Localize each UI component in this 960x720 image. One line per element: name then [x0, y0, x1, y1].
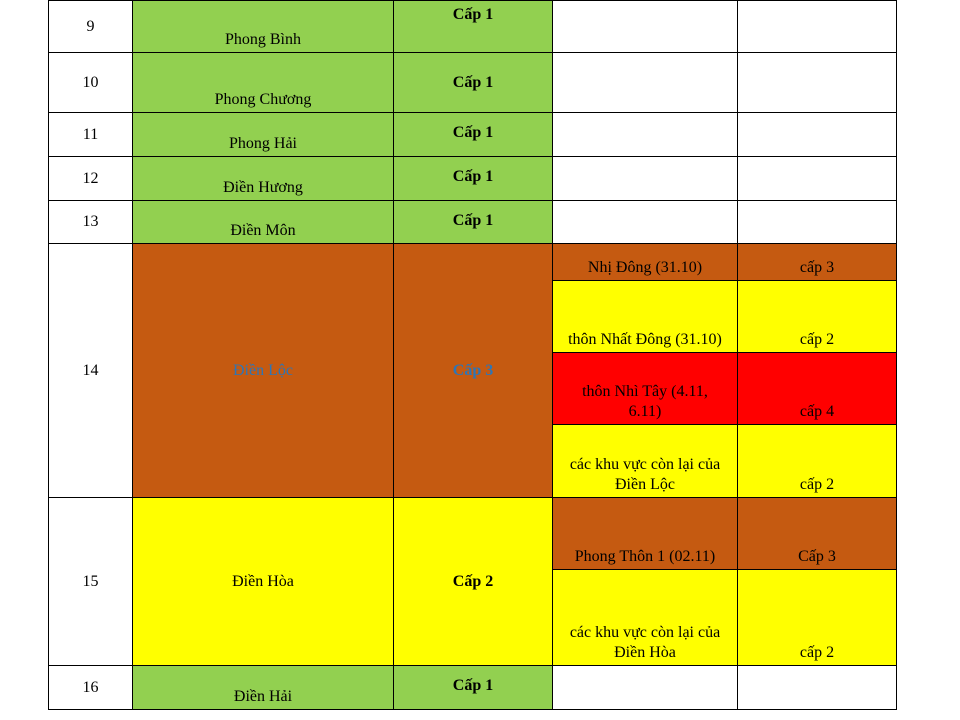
table-row: 16 Điền Hải Cấp 1: [48, 665, 897, 710]
commune-name: Điền Lộc: [132, 243, 394, 498]
table-row: thôn Nhất Đông (31.10) cấp 2: [49, 280, 897, 353]
table-row: các khu vực còn lại của Điền Lộc cấp 2: [49, 424, 897, 498]
commune-level: Cấp 1: [393, 200, 553, 244]
commune-name: Điền Hải: [132, 665, 394, 710]
commune-name: Điền Hòa: [132, 497, 394, 666]
area-level: cấp 4: [737, 352, 897, 425]
row-number: 13: [48, 200, 133, 244]
area-name: thôn Nhì Tây (4.11, 6.11): [552, 352, 738, 425]
area-name: các khu vực còn lại của Điền Hòa: [552, 569, 738, 666]
area-cell-empty: [552, 112, 738, 157]
area-level-cell-empty: [737, 665, 897, 710]
table-row: 10 Phong Chương Cấp 1: [48, 52, 897, 113]
commune-level: Cấp 2: [393, 497, 553, 666]
row-number: 16: [48, 665, 133, 710]
area-name: Nhị Đông (31.10): [552, 243, 738, 281]
table-row: 12 Điền Hương Cấp 1: [48, 156, 897, 201]
row-number: 9: [48, 0, 133, 53]
table-row: 15 Điền Hòa Cấp 2 Phong Thôn 1 (02.11) C…: [48, 497, 897, 666]
table-row: 14 Điền Lộc Cấp 3 Nhị Đông (31.10) cấp 3: [48, 243, 897, 498]
table-row: 13 Điền Môn Cấp 1: [48, 200, 897, 244]
row-number: 14: [48, 243, 133, 498]
area-name: Phong Thôn 1 (02.11): [552, 497, 738, 570]
commune-name: Phong Bình: [132, 0, 394, 53]
commune-level: Cấp 1: [393, 156, 553, 201]
table-row: thôn Nhì Tây (4.11, 6.11) cấp 4: [49, 352, 897, 425]
area-level-cell-empty: [737, 112, 897, 157]
area-level: cấp 2: [737, 569, 897, 666]
commune-name: Phong Hải: [132, 112, 394, 157]
area-cell-empty: [552, 52, 738, 113]
commune-level: Cấp 3: [393, 243, 553, 498]
commune-name: Điền Hương: [132, 156, 394, 201]
area-level-cell-empty: [737, 0, 897, 53]
commune-level: Cấp 1: [393, 112, 553, 157]
commune-name: Điền Môn: [132, 200, 394, 244]
area-cell-empty: [552, 156, 738, 201]
table-row: 9 Phong Bình Cấp 1: [48, 0, 897, 53]
area-level: cấp 3: [737, 243, 897, 281]
area-name: thôn Nhất Đông (31.10): [552, 280, 738, 353]
area-cell-empty: [552, 200, 738, 244]
table-row: các khu vực còn lại của Điền Hòa cấp 2: [49, 569, 897, 666]
area-level-cell-empty: [737, 52, 897, 113]
commune-level: Cấp 1: [393, 52, 553, 113]
table-row: 11 Phong Hải Cấp 1: [48, 112, 897, 157]
area-cell-empty: [552, 0, 738, 53]
area-level-cell-empty: [737, 200, 897, 244]
area-cell-empty: [552, 665, 738, 710]
area-level-cell-empty: [737, 156, 897, 201]
area-level: Cấp 3: [737, 497, 897, 570]
epidemic-level-table: 9 Phong Bình Cấp 1 10 Phong Chương Cấp 1…: [48, 0, 897, 710]
commune-name: Phong Chương: [132, 52, 394, 113]
row-number: 10: [48, 52, 133, 113]
row-number: 11: [48, 112, 133, 157]
row-number: 12: [48, 156, 133, 201]
area-name: các khu vực còn lại của Điền Lộc: [552, 424, 738, 498]
area-level: cấp 2: [737, 424, 897, 498]
area-level: cấp 2: [737, 280, 897, 353]
row-number: 15: [48, 497, 133, 666]
commune-level: Cấp 1: [393, 665, 553, 710]
commune-level: Cấp 1: [393, 0, 553, 53]
